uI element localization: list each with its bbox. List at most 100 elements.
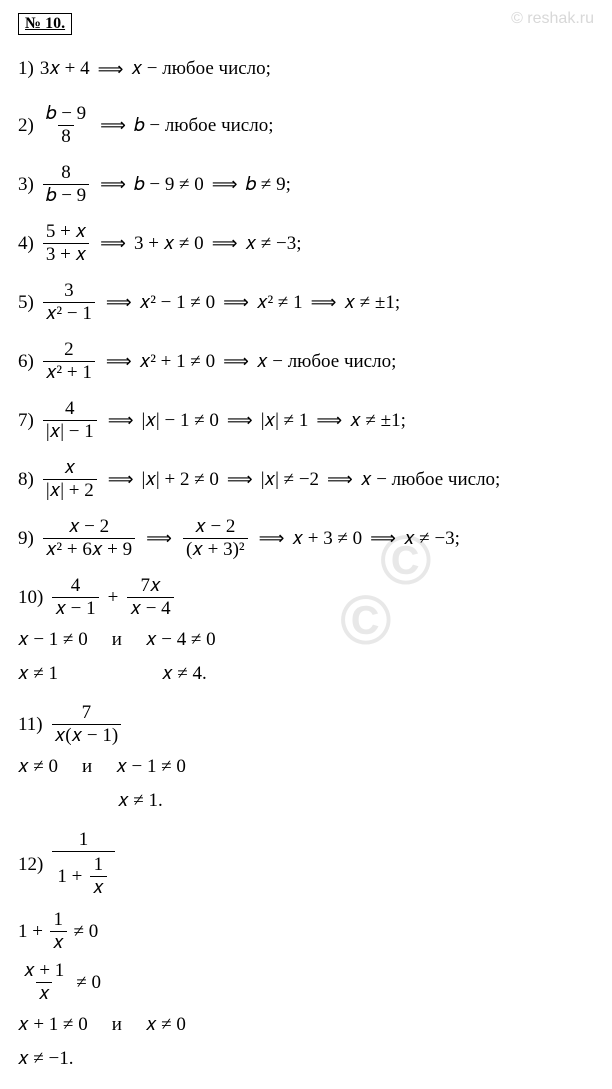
arrow-icon: ⟹ xyxy=(223,292,249,313)
item-3: 3) 8 𝑏 − 9 ⟹ 𝑏 − 9 ≠ 0 ⟹ 𝑏 ≠ 9; xyxy=(18,162,594,207)
item-12-l4b: 𝑥 ≠ 0 xyxy=(146,1014,186,1036)
item-12-l2-frac: 1𝑥 xyxy=(50,909,67,954)
frac-top: 3 xyxy=(61,280,77,302)
frac-bot: 𝑥² + 1 xyxy=(43,361,95,384)
item-10-line3: 𝑥 ≠ 1 𝑥 ≠ 4. xyxy=(18,660,594,688)
item-2-result: 𝑏 − любое число; xyxy=(134,115,274,137)
item-5-frac: 3 𝑥² − 1 xyxy=(43,280,95,325)
frac-bot: |𝑥| + 2 xyxy=(43,479,97,502)
item-3-s2: 𝑏 ≠ 9; xyxy=(246,174,291,196)
item-10-l3b: 𝑥 ≠ 4. xyxy=(162,663,207,685)
item-8-num: 8) xyxy=(18,469,34,491)
item-1: 1) 3𝑥 + 4 ⟹ 𝑥 − любое число; xyxy=(18,49,594,89)
item-12-l5: 𝑥 ≠ −1. xyxy=(18,1048,73,1070)
item-12-l4a: 𝑥 + 1 ≠ 0 xyxy=(18,1014,88,1036)
item-2-num: 2) xyxy=(18,115,34,137)
item-8-frac: 𝑥 |𝑥| + 2 xyxy=(43,457,97,502)
arrow-icon: ⟹ xyxy=(100,174,126,195)
item-10-frac2: 7𝑥 𝑥 − 4 xyxy=(127,575,173,620)
item-12-line5: 𝑥 ≠ −1. xyxy=(18,1045,594,1073)
frac-top: 𝑥 + 1 xyxy=(21,960,67,982)
item-6-frac: 2 𝑥² + 1 xyxy=(43,339,95,384)
item-7-num: 7) xyxy=(18,410,34,432)
arrow-icon: ⟹ xyxy=(227,469,253,490)
item-3-s1: 𝑏 − 9 ≠ 0 xyxy=(134,174,204,196)
item-5-num: 5) xyxy=(18,292,34,314)
item-12-line3: 𝑥 + 1 𝑥 ≠ 0 xyxy=(18,960,594,1005)
frac-bot: |𝑥| − 1 xyxy=(43,420,97,443)
arrow-icon: ⟹ xyxy=(212,174,238,195)
item-10-line2: 𝑥 − 1 ≠ 0 и 𝑥 − 4 ≠ 0 xyxy=(18,626,594,654)
item-7-s2: |𝑥| ≠ 1 xyxy=(261,410,309,432)
arrow-icon: ⟹ xyxy=(108,469,134,490)
item-9-s2: 𝑥 ≠ −3; xyxy=(404,528,460,550)
item-7-s1: |𝑥| − 1 ≠ 0 xyxy=(142,410,219,432)
arrow-icon: ⟹ xyxy=(327,469,353,490)
item-10-l2b: 𝑥 − 4 ≠ 0 xyxy=(146,629,216,651)
item-12-num: 12) xyxy=(18,854,43,876)
item-10-num: 10) xyxy=(18,587,43,609)
frac-bot: 3 + 𝑥 xyxy=(43,243,89,266)
item-8-s1: |𝑥| + 2 ≠ 0 xyxy=(142,469,219,491)
arrow-icon: ⟹ xyxy=(98,59,124,80)
item-12-line1: 12) 1 1 + 1𝑥 xyxy=(18,829,594,901)
frac-bot: 𝑥 xyxy=(36,982,53,1005)
item-11-line1: 11) 7 𝑥(𝑥 − 1) xyxy=(18,702,594,747)
and: и xyxy=(112,629,122,651)
item-5: 5) 3 𝑥² − 1 ⟹ 𝑥² − 1 ≠ 0 ⟹ 𝑥² ≠ 1 ⟹ 𝑥 ≠ … xyxy=(18,280,594,325)
item-2: 2) 𝑏 − 9 8 ⟹ 𝑏 − любое число; xyxy=(18,103,594,148)
arrow-icon: ⟹ xyxy=(108,410,134,431)
frac-top: 4 xyxy=(62,398,78,420)
arrow-icon: ⟹ xyxy=(227,410,253,431)
frac-bot: 𝑏 − 9 xyxy=(43,184,89,207)
item-1-result: 𝑥 − любое число; xyxy=(131,58,270,80)
frac-bot: 𝑥(𝑥 − 1) xyxy=(52,724,122,747)
item-3-num: 3) xyxy=(18,174,34,196)
item-4-frac: 5 + 𝑥 3 + 𝑥 xyxy=(43,221,89,266)
item-10-line1: 10) 4 𝑥 − 1 + 7𝑥 𝑥 − 4 xyxy=(18,575,594,620)
item-11-l2b: 𝑥 − 1 ≠ 0 xyxy=(116,756,186,778)
arrow-icon: ⟹ xyxy=(370,528,396,549)
item-5-s2: 𝑥² ≠ 1 xyxy=(257,292,303,314)
frac-bot: 𝑥 − 1 xyxy=(52,597,98,620)
item-12-l3-frac: 𝑥 + 1 𝑥 xyxy=(21,960,67,1005)
frac-top: 𝑥 − 2 xyxy=(192,516,238,538)
item-12-l2r: ≠ 0 xyxy=(74,921,99,943)
item-2-frac: 𝑏 − 9 8 xyxy=(43,103,89,148)
item-12-line2: 1 + 1𝑥 ≠ 0 xyxy=(18,909,594,954)
arrow-icon: ⟹ xyxy=(212,233,238,254)
item-8-s3: 𝑥 − любое число; xyxy=(361,469,500,491)
arrow-icon: ⟹ xyxy=(259,528,285,549)
item-9-num: 9) xyxy=(18,528,34,550)
frac-bot: 𝑥² + 6𝑥 + 9 xyxy=(43,538,135,561)
frac-bot: 1 + 1𝑥 xyxy=(52,851,114,901)
item-11-num: 11) xyxy=(18,714,43,736)
arrow-icon: ⟹ xyxy=(100,233,126,254)
frac-top: 5 + 𝑥 xyxy=(43,221,89,243)
frac-top: 7 xyxy=(79,702,95,724)
item-10-l2a: 𝑥 − 1 ≠ 0 xyxy=(18,629,88,651)
item-8: 8) 𝑥 |𝑥| + 2 ⟹ |𝑥| + 2 ≠ 0 ⟹ |𝑥| ≠ −2 ⟹ … xyxy=(18,457,594,502)
item-5-s3: 𝑥 ≠ ±1; xyxy=(344,292,400,314)
item-7-frac: 4 |𝑥| − 1 xyxy=(43,398,97,443)
item-4-s2: 𝑥 ≠ −3; xyxy=(246,233,302,255)
item-6-s2: 𝑥 − любое число; xyxy=(257,351,396,373)
item-6-s1: 𝑥² + 1 ≠ 0 xyxy=(140,351,215,373)
item-9: 9) 𝑥 − 2 𝑥² + 6𝑥 + 9 ⟹ 𝑥 − 2 (𝑥 + 3)² ⟹ … xyxy=(18,516,594,561)
item-10-frac1: 4 𝑥 − 1 xyxy=(52,575,98,620)
item-11-line3: 𝑥 ≠ 1. xyxy=(18,787,594,815)
frac-bot: (𝑥 + 3)² xyxy=(183,538,248,561)
item-9-s1: 𝑥 + 3 ≠ 0 xyxy=(292,528,362,550)
frac-top: 7𝑥 xyxy=(137,575,163,597)
frac-top: 𝑏 − 9 xyxy=(43,103,89,125)
item-6: 6) 2 𝑥² + 1 ⟹ 𝑥² + 1 ≠ 0 ⟹ 𝑥 − любое чис… xyxy=(18,339,594,384)
item-9-frac2: 𝑥 − 2 (𝑥 + 3)² xyxy=(183,516,248,561)
item-12-frac-outer: 1 1 + 1𝑥 xyxy=(52,829,114,901)
frac-bot: 8 xyxy=(58,125,74,148)
arrow-icon: ⟹ xyxy=(223,351,249,372)
item-6-num: 6) xyxy=(18,351,34,373)
item-7: 7) 4 |𝑥| − 1 ⟹ |𝑥| − 1 ≠ 0 ⟹ |𝑥| ≠ 1 ⟹ 𝑥… xyxy=(18,398,594,443)
frac-top: 𝑥 − 2 xyxy=(66,516,112,538)
item-11-line2: 𝑥 ≠ 0 и 𝑥 − 1 ≠ 0 xyxy=(18,753,594,781)
item-3-frac: 8 𝑏 − 9 xyxy=(43,162,89,207)
